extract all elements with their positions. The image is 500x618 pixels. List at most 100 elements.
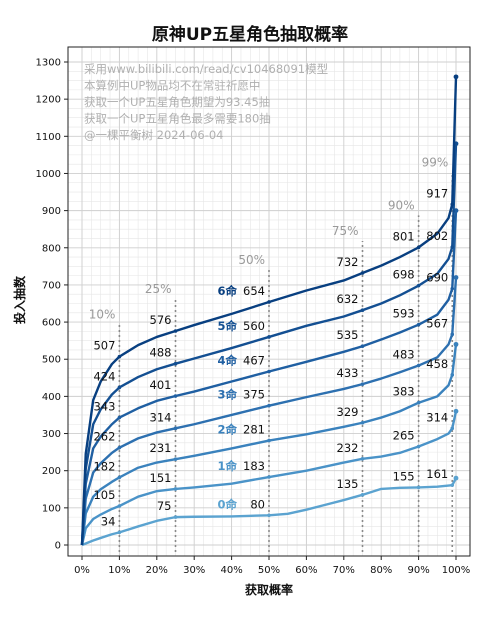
x-tick-label: 100% (442, 565, 471, 576)
series-point (267, 513, 271, 518)
chart-title: 原神UP五星角色抽取概率 (152, 24, 348, 45)
series-name-label: 5命 (217, 319, 237, 333)
x-tick-label: 90% (407, 565, 429, 576)
series-point (267, 300, 271, 304)
value-label: 232 (337, 441, 359, 455)
y-tick-label: 1200 (36, 95, 61, 106)
value-label: 458 (426, 357, 448, 371)
value-label: 401 (150, 378, 172, 392)
series-point (267, 475, 271, 479)
series-point (360, 457, 365, 461)
series-point (173, 487, 178, 491)
series-point (267, 403, 271, 408)
marker-label: 10% (89, 308, 116, 322)
series-point (450, 332, 455, 337)
series-max-point (453, 275, 459, 280)
series-name-label: 1命 (217, 459, 237, 473)
value-label: 262 (93, 430, 115, 444)
y-tick-label: 100 (42, 503, 61, 514)
series-point (450, 426, 455, 431)
series-point (416, 444, 421, 449)
x-tick-label: 20% (146, 565, 168, 576)
value-label: 80 (250, 497, 265, 511)
marker-label: 90% (388, 198, 415, 212)
value-label: 151 (150, 471, 172, 485)
series-point (360, 382, 365, 386)
value-label: 593 (393, 307, 415, 321)
series-max-point (453, 74, 459, 80)
axes: 0% 10% 20% 30% 40% 50% 60% 70% 80% 90% 100% 0 100 200… (36, 46, 471, 576)
series-point (416, 322, 421, 327)
value-label: 654 (243, 284, 265, 298)
series-point (416, 485, 421, 490)
series-point (416, 363, 421, 368)
series-point (173, 329, 178, 333)
y-tick-label: 1000 (36, 169, 61, 180)
x-axis-title: 获取概率 (244, 582, 293, 597)
series-point (267, 369, 271, 374)
x-tick-label: 10% (108, 565, 130, 576)
x-tick-label: 40% (220, 565, 242, 576)
value-label: 802 (426, 229, 448, 243)
series-point (416, 245, 421, 250)
value-label: 314 (426, 410, 448, 424)
value-label: 75 (157, 499, 172, 513)
value-label: 183 (243, 459, 265, 473)
value-label: 917 (426, 186, 448, 200)
value-label: 135 (337, 477, 359, 491)
series-line (80, 143, 458, 546)
value-label: 161 (426, 467, 448, 481)
value-label: 34 (101, 514, 116, 528)
series-line (80, 76, 458, 546)
x-tick-label: 30% (183, 565, 205, 576)
y-tick-label: 400 (42, 392, 61, 403)
note-line: 采用www.bilibili.com/read/cv10468091模型 (84, 62, 328, 76)
value-label: 314 (150, 410, 172, 424)
series-lines (80, 74, 459, 547)
y-tick-label: 200 (42, 466, 61, 477)
y-tick-label: 600 (42, 318, 61, 329)
value-labels: 34 75 80 0命 135 155 161 105 151 183 1命 232 265 314 182… (93, 186, 448, 528)
series-point (360, 493, 365, 497)
series-point (173, 515, 178, 519)
series-line (80, 344, 458, 546)
value-label: 632 (337, 292, 359, 306)
x-tick-label: 50% (258, 565, 280, 576)
value-label: 732 (337, 255, 359, 269)
y-tick-label: 900 (42, 206, 61, 217)
series-point (450, 245, 455, 249)
y-tick-label: 300 (42, 429, 61, 440)
series-point (267, 335, 271, 339)
series-point (360, 308, 365, 312)
note-line: 获取一个UP五星角色最多需要180抽 (84, 112, 271, 126)
note-line: @一棵平衡树 2024-06-04 (84, 128, 224, 142)
value-label: 488 (150, 346, 172, 360)
series-point (450, 286, 455, 291)
value-label: 343 (93, 400, 115, 414)
value-label: 329 (337, 405, 359, 419)
value-label: 567 (426, 316, 448, 330)
value-label: 424 (93, 369, 115, 383)
value-label: 375 (243, 388, 265, 402)
series-point (450, 202, 455, 207)
y-tick-label: 700 (42, 280, 61, 291)
series-point (117, 445, 122, 450)
value-label: 155 (393, 469, 415, 483)
note-line: 获取一个UP五星角色期望为93.45抽 (84, 95, 270, 109)
series-point (117, 504, 122, 508)
value-label: 383 (393, 385, 415, 399)
series-point (173, 457, 178, 461)
value-label: 801 (393, 229, 415, 243)
series-line (80, 410, 458, 546)
series-point (173, 361, 178, 366)
series-line (80, 277, 458, 546)
x-tick-label: 70% (333, 565, 355, 576)
marker-label: 25% (145, 282, 172, 296)
annotation-notes: 采用www.bilibili.com/read/cv10468091模型本算例中… (84, 62, 328, 142)
x-tick-label: 80% (370, 565, 392, 576)
series-max-point (453, 475, 459, 481)
value-label: 281 (243, 423, 265, 437)
series-point (360, 344, 365, 349)
